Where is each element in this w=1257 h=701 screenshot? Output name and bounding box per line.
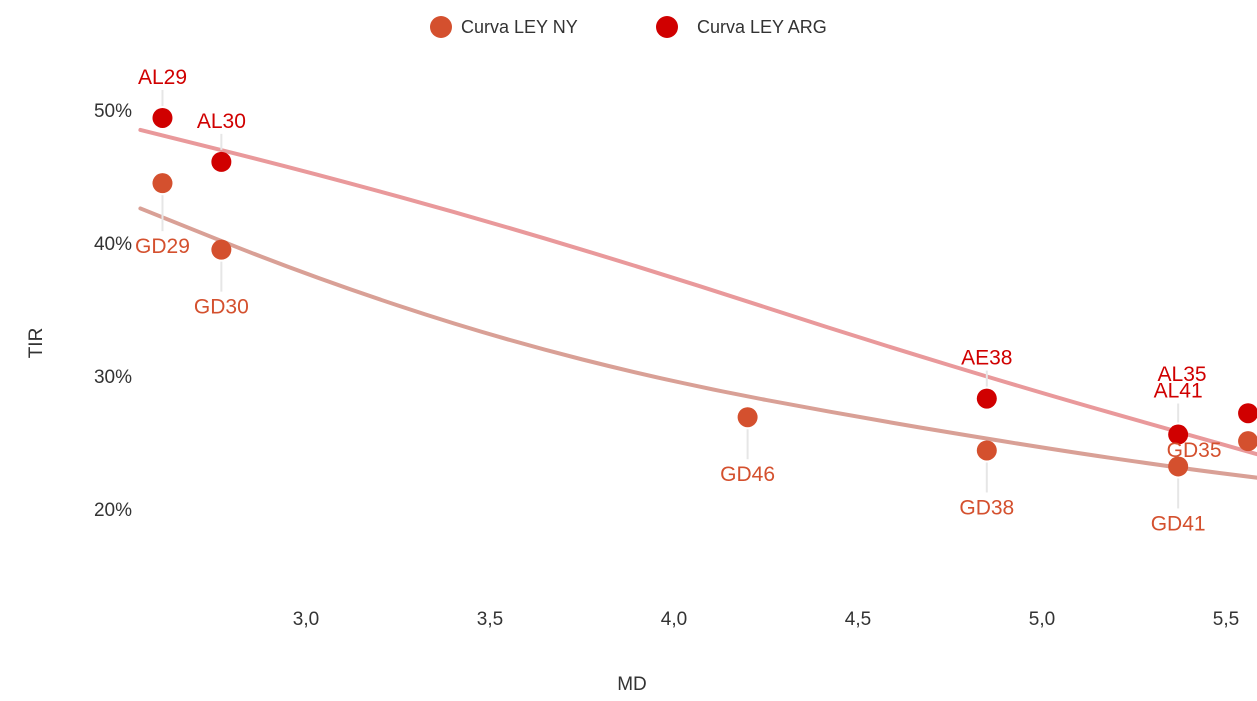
data-point-gd30[interactable] bbox=[211, 239, 232, 260]
point-label-al30: AL30 bbox=[197, 110, 246, 133]
data-point-gd41[interactable] bbox=[1168, 456, 1189, 477]
point-label-al35: AL35 bbox=[1158, 363, 1207, 386]
point-label-gd38: GD38 bbox=[959, 496, 1014, 519]
y-axis: 20% 30% 40% 50% bbox=[94, 101, 132, 521]
point-label-gd46: GD46 bbox=[720, 463, 775, 486]
x-tick-label: 3,5 bbox=[477, 609, 503, 630]
data-point-al29[interactable] bbox=[152, 107, 173, 128]
trendline-arg bbox=[138, 127, 1257, 457]
data-point-al35[interactable] bbox=[1238, 403, 1257, 424]
x-axis-title: MD bbox=[617, 674, 647, 695]
data-point-ae38[interactable] bbox=[976, 388, 997, 409]
data-point-gd35[interactable] bbox=[1238, 431, 1257, 452]
data-point-al41[interactable] bbox=[1168, 424, 1189, 445]
point-label-al29: AL29 bbox=[138, 66, 187, 89]
legend: Curva LEY NY Curva LEY ARG bbox=[430, 16, 827, 38]
point-label-gd41: GD41 bbox=[1151, 512, 1206, 535]
point-labels: GD29 GD30 GD46 GD38 GD35 GD41 AL29 AL30 AE38 AL35… bbox=[135, 66, 1221, 535]
x-tick-label: 5,5 bbox=[1213, 609, 1239, 630]
legend-label-ny[interactable]: Curva LEY NY bbox=[461, 17, 578, 37]
data-points bbox=[152, 107, 1257, 477]
y-axis-title: TIR bbox=[26, 328, 47, 359]
y-tick-label: 40% bbox=[94, 234, 132, 255]
point-label-al41: AL41 bbox=[1154, 380, 1203, 403]
x-tick-label: 4,0 bbox=[661, 609, 687, 630]
legend-marker-ny[interactable] bbox=[430, 16, 452, 38]
data-point-gd38[interactable] bbox=[976, 440, 997, 461]
legend-label-arg[interactable]: Curva LEY ARG bbox=[697, 17, 827, 37]
label-connectors bbox=[161, 89, 1180, 509]
point-label-gd29: GD29 bbox=[135, 235, 190, 258]
x-tick-label: 4,5 bbox=[845, 609, 871, 630]
y-tick-label: 30% bbox=[94, 367, 132, 388]
data-point-gd29[interactable] bbox=[152, 173, 173, 194]
y-tick-label: 50% bbox=[94, 101, 132, 122]
trendlines bbox=[138, 127, 1257, 480]
data-point-gd46[interactable] bbox=[737, 407, 758, 428]
legend-marker-arg[interactable] bbox=[656, 16, 678, 38]
data-point-al30[interactable] bbox=[211, 151, 232, 172]
point-label-ae38: AE38 bbox=[961, 347, 1012, 370]
x-tick-label: 3,0 bbox=[293, 609, 319, 630]
point-label-gd30: GD30 bbox=[194, 296, 249, 319]
trendline-ny bbox=[138, 206, 1257, 480]
y-tick-label: 20% bbox=[94, 500, 132, 521]
x-axis: 3,0 3,5 4,0 4,5 5,0 5,5 bbox=[293, 609, 1239, 630]
x-tick-label: 5,0 bbox=[1029, 609, 1055, 630]
point-label-gd35: GD35 bbox=[1167, 439, 1222, 462]
